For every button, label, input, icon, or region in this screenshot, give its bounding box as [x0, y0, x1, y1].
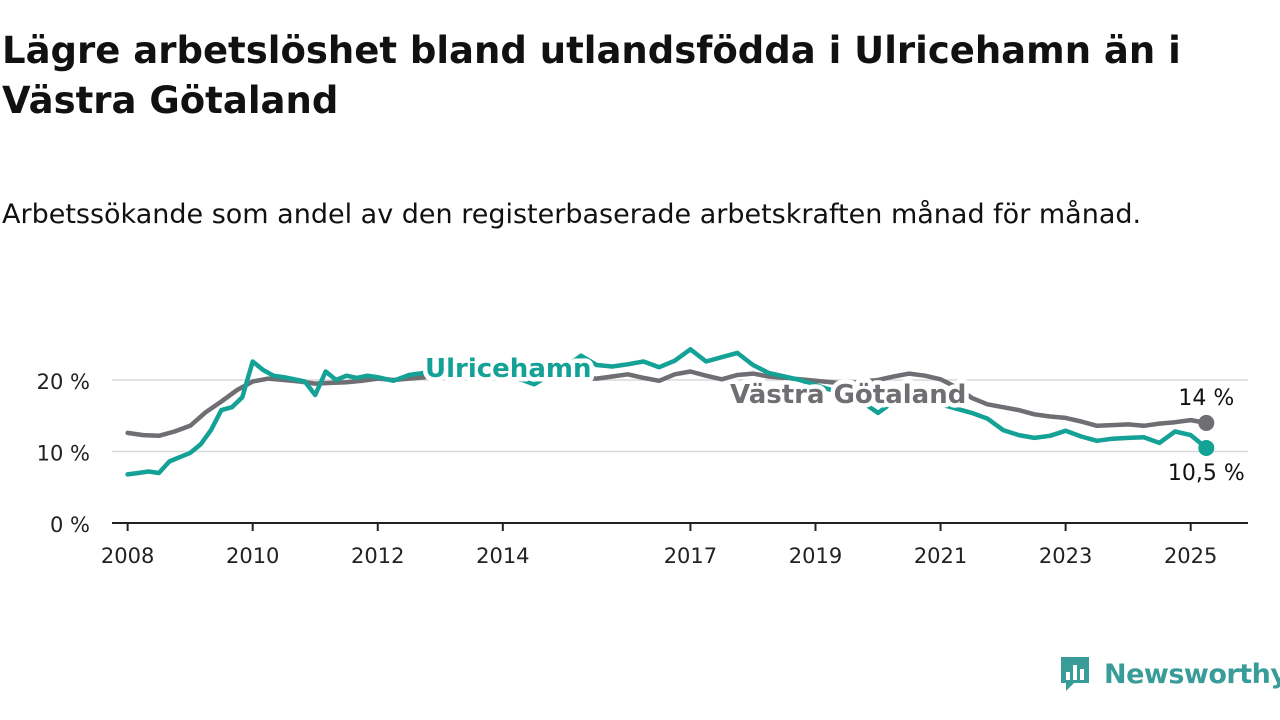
- brand-name: Newsworthy: [1104, 658, 1280, 690]
- newsworthy-logo: Newsworthy: [1058, 654, 1280, 694]
- series-end-point: [1198, 439, 1215, 456]
- series-line-vastra-gotaland: [125, 369, 1209, 439]
- series-line-ulricehamn: [125, 347, 1209, 477]
- series-end-point: [1198, 414, 1215, 431]
- x-tick-label: 2023: [1039, 544, 1092, 568]
- x-tick-label: 2014: [476, 544, 529, 568]
- y-tick-label: 10 %: [37, 442, 90, 466]
- y-axis-labels: 0 % 10 % 20 %: [37, 370, 90, 537]
- series-label-vastra-gotaland: Västra Götaland: [730, 380, 966, 410]
- y-tick-label: 0 %: [50, 513, 90, 537]
- x-tick-label: 2012: [351, 544, 404, 568]
- x-tick-label: 2017: [664, 544, 717, 568]
- line-chart: 0 % 10 % 20 % 2008 2010 2012 2014 2017 2019 2021…: [37, 347, 1248, 568]
- y-tick-label: 20 %: [37, 370, 90, 394]
- newsworthy-logo-icon: [1061, 657, 1089, 691]
- chart-subtitle: Arbetssökande som andel av den registerb…: [2, 199, 1142, 230]
- x-tick-label: 2010: [226, 544, 279, 568]
- series-lines: [125, 347, 1215, 477]
- x-tick-label: 2008: [101, 544, 154, 568]
- series-label-ulricehamn: Ulricehamn: [425, 354, 591, 384]
- end-value-label-vastra-gotaland: 14 %: [1178, 386, 1234, 411]
- x-tick-label: 2025: [1164, 544, 1217, 568]
- series-labels: Ulricehamn Västra Götaland 14 % 10,5 %: [421, 350, 1248, 489]
- x-tick-label: 2021: [914, 544, 967, 568]
- chart-title: Lägre arbetslöshet bland utlandsfödda i …: [2, 29, 1181, 122]
- end-value-label-ulricehamn: 10,5 %: [1168, 461, 1245, 486]
- gridlines: [112, 379, 1248, 453]
- x-tick-label: 2019: [789, 544, 842, 568]
- x-axis: 2008 2010 2012 2014 2017 2019 2021 2023 2025: [101, 522, 1248, 568]
